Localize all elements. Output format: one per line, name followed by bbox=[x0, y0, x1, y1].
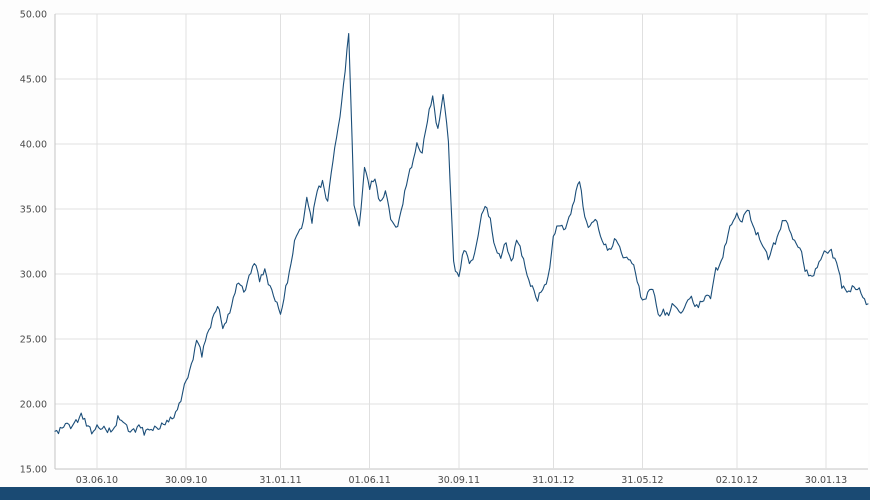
x-tick-label: 30.09.10 bbox=[165, 475, 207, 486]
gridlines bbox=[55, 13, 868, 470]
y-tick-label: 50.00 bbox=[20, 10, 47, 21]
y-tick-label: 35.00 bbox=[20, 205, 47, 216]
y-tick-label: 25.00 bbox=[20, 335, 47, 346]
x-tick-label: 01.06.11 bbox=[349, 475, 391, 486]
x-tick-label: 30.01.13 bbox=[805, 475, 847, 486]
x-tick-label: 30.09.11 bbox=[438, 475, 480, 486]
x-tick-label: 31.05.12 bbox=[621, 475, 663, 486]
y-tick-label: 15.00 bbox=[20, 465, 47, 476]
y-tick-label: 30.00 bbox=[20, 270, 47, 281]
chart-canvas: 50.00 45.00 40.00 35.00 30.00 25.00 20.00 15.00… bbox=[20, 10, 869, 487]
x-tick-label: 31.01.12 bbox=[532, 475, 574, 486]
price-chart: 50.00 45.00 40.00 35.00 30.00 25.00 20.00 15.00… bbox=[20, 10, 869, 487]
y-tick-label: 45.00 bbox=[20, 75, 47, 86]
footer-bar bbox=[0, 487, 870, 500]
x-tick-label: 03.06.10 bbox=[76, 475, 118, 486]
x-tick-label: 31.01.11 bbox=[259, 475, 301, 486]
series-line bbox=[54, 32, 869, 436]
plot-background bbox=[55, 14, 868, 469]
y-tick-label: 20.00 bbox=[20, 400, 47, 411]
axis-labels: 50.00 45.00 40.00 35.00 30.00 25.00 20.00 15.00… bbox=[20, 10, 847, 487]
y-tick-label: 40.00 bbox=[20, 140, 47, 151]
x-tick-label: 02.10.12 bbox=[716, 475, 758, 486]
